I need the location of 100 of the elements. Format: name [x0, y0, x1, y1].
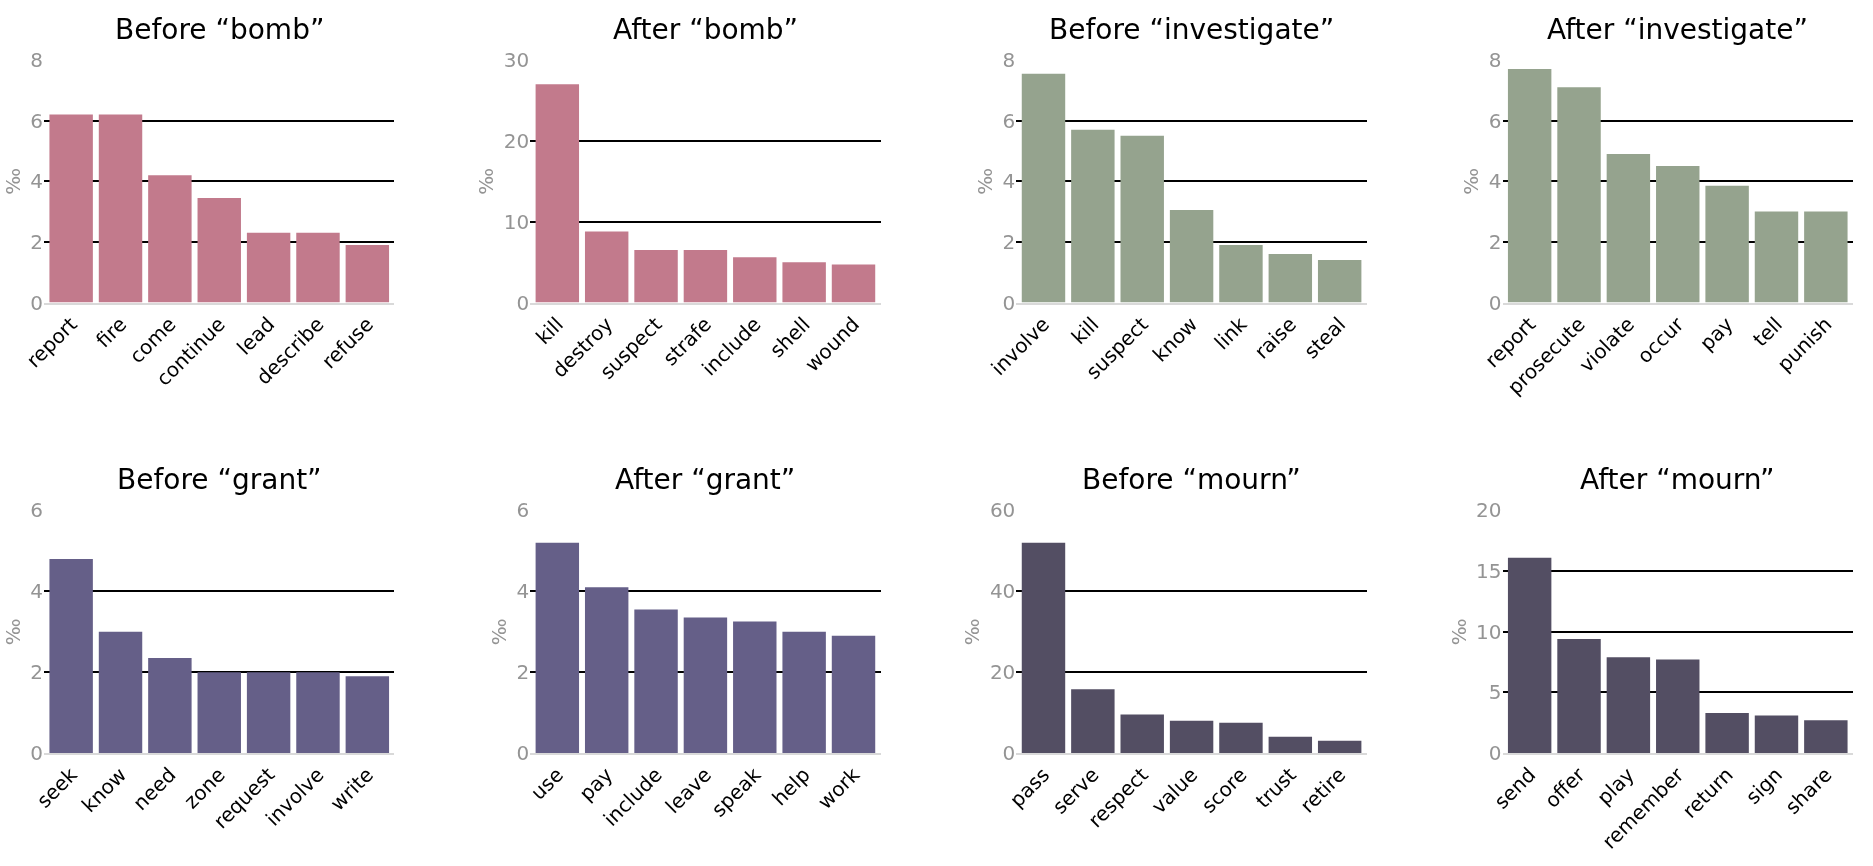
- bar: [1656, 166, 1700, 303]
- bar: [1804, 211, 1848, 303]
- bar: [1507, 557, 1552, 753]
- x-tick-label: link: [1209, 311, 1252, 355]
- bar: [584, 587, 629, 753]
- y-tick-label: 5: [1488, 680, 1502, 705]
- bar: [634, 250, 678, 303]
- bar: [148, 658, 192, 753]
- chart-title: Before “investigate”: [1049, 13, 1335, 46]
- y-tick-label: 6: [1002, 108, 1016, 133]
- y-tick-label: 2: [30, 660, 43, 685]
- chart-title: After “grant”: [615, 463, 796, 496]
- bar: [1268, 736, 1313, 753]
- y-tick-label: 0: [516, 741, 530, 765]
- y-tick-label: 2: [1002, 229, 1016, 254]
- y-tick-label: 15: [1476, 559, 1502, 584]
- bar: [1656, 659, 1700, 753]
- bar: [197, 672, 241, 753]
- bar: [1317, 260, 1362, 303]
- y-tick-label: 6: [30, 498, 43, 523]
- chart-title: Before “bomb”: [115, 13, 325, 46]
- bar: [1754, 211, 1799, 303]
- y-tick-label: 6: [516, 498, 530, 523]
- bar: [98, 114, 143, 303]
- y-tick-label: 0: [1488, 741, 1502, 765]
- y-tick-label: 10: [1476, 619, 1502, 644]
- bar: [1606, 153, 1651, 303]
- y-tick-label: 4: [1488, 169, 1502, 194]
- bar: [1606, 657, 1651, 753]
- bar: [535, 542, 580, 753]
- y-tick-label: 0: [1488, 290, 1502, 315]
- y-tick-label: 20: [989, 660, 1016, 685]
- bar: [733, 621, 777, 753]
- y-tick-label: 20: [503, 128, 530, 153]
- y-axis-title: ‰: [474, 167, 499, 195]
- y-tick-label: 60: [989, 498, 1016, 523]
- bar: [1120, 714, 1164, 753]
- y-tick-label: 2: [1488, 229, 1502, 254]
- bar: [1754, 715, 1799, 753]
- chart-title: After “bomb”: [613, 13, 799, 46]
- bar: [197, 197, 241, 303]
- bar: [1507, 69, 1552, 303]
- bar: [782, 262, 826, 303]
- bar: [634, 609, 678, 753]
- y-tick-label: 0: [1002, 741, 1016, 765]
- bar: [584, 231, 629, 303]
- chart-title: After “investigate”: [1547, 13, 1808, 46]
- y-tick-label: 30: [503, 48, 530, 72]
- x-tick-label: use: [525, 762, 568, 805]
- bar: [296, 672, 340, 753]
- y-tick-label: 8: [1002, 48, 1016, 72]
- bar: [1169, 720, 1214, 753]
- bar: [49, 558, 93, 753]
- y-axis-title: ‰: [0, 167, 25, 195]
- bar: [1705, 712, 1749, 753]
- y-tick-label: 0: [1002, 290, 1016, 315]
- bar: [345, 244, 390, 303]
- y-tick-label: 4: [1002, 169, 1016, 194]
- y-axis-title: ‰: [960, 618, 985, 646]
- bar: [148, 175, 192, 303]
- bar: [831, 264, 876, 303]
- y-tick-label: 8: [30, 48, 43, 72]
- bar: [1021, 542, 1066, 753]
- chart-title: Before “mourn”: [1082, 463, 1301, 496]
- bar: [345, 676, 390, 753]
- bar: [1317, 740, 1362, 753]
- bar: [1219, 722, 1263, 753]
- bar: [1219, 244, 1263, 303]
- y-axis-title: ‰: [0, 618, 25, 646]
- y-axis-title: ‰: [973, 167, 998, 195]
- bar: [1169, 210, 1214, 303]
- y-tick-label: 2: [30, 229, 43, 254]
- y-axis-title: ‰: [1459, 167, 1484, 195]
- y-tick-label: 40: [989, 579, 1016, 604]
- y-axis-title: ‰: [486, 618, 511, 646]
- bar: [296, 232, 340, 303]
- bar: [1804, 720, 1848, 753]
- x-tick-label: fire: [91, 312, 132, 353]
- y-tick-label: 20: [1476, 498, 1502, 523]
- y-tick-label: 0: [30, 741, 43, 765]
- bar: [683, 250, 728, 303]
- chart-title: Before “grant”: [117, 463, 322, 496]
- y-tick-label: 0: [516, 290, 530, 315]
- y-axis-title: ‰: [1446, 618, 1471, 646]
- y-tick-label: 4: [30, 169, 43, 194]
- bar: [1557, 639, 1601, 753]
- y-tick-label: 2: [516, 660, 530, 685]
- x-tick-label: sign: [1740, 762, 1788, 809]
- bar: [49, 114, 93, 303]
- y-tick-label: 0: [30, 290, 43, 315]
- y-tick-label: 8: [1488, 48, 1502, 72]
- bar: [1705, 185, 1749, 303]
- bar: [733, 257, 777, 303]
- x-tick-label: help: [767, 762, 815, 811]
- bar: [1268, 254, 1313, 303]
- bar: [1021, 73, 1066, 303]
- bar: [683, 617, 728, 753]
- y-tick-label: 4: [30, 579, 43, 604]
- bar: [98, 631, 143, 753]
- bar: [1071, 129, 1115, 303]
